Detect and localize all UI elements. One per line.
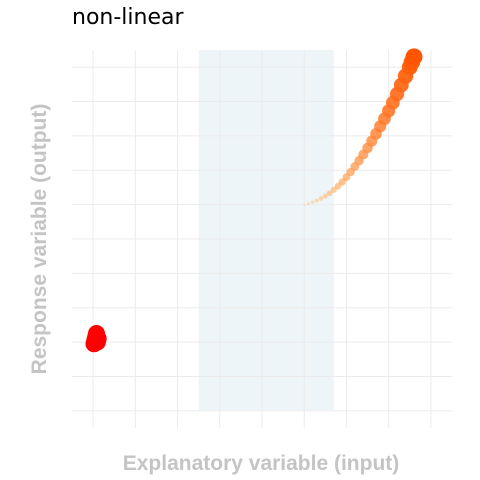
data-point (90, 330, 107, 347)
data-point (406, 48, 423, 65)
data-point (311, 200, 314, 203)
x-axis-label: Explanatory variable (input) (123, 452, 400, 475)
data-point (303, 203, 305, 205)
data-point (315, 199, 319, 203)
data-point (319, 196, 324, 201)
data-point (307, 202, 310, 205)
highlight-band (199, 50, 334, 410)
chart-title: non-linear (72, 5, 184, 30)
highlight-band-layer (199, 50, 334, 410)
y-axis-label: Response variable (output) (28, 104, 51, 375)
